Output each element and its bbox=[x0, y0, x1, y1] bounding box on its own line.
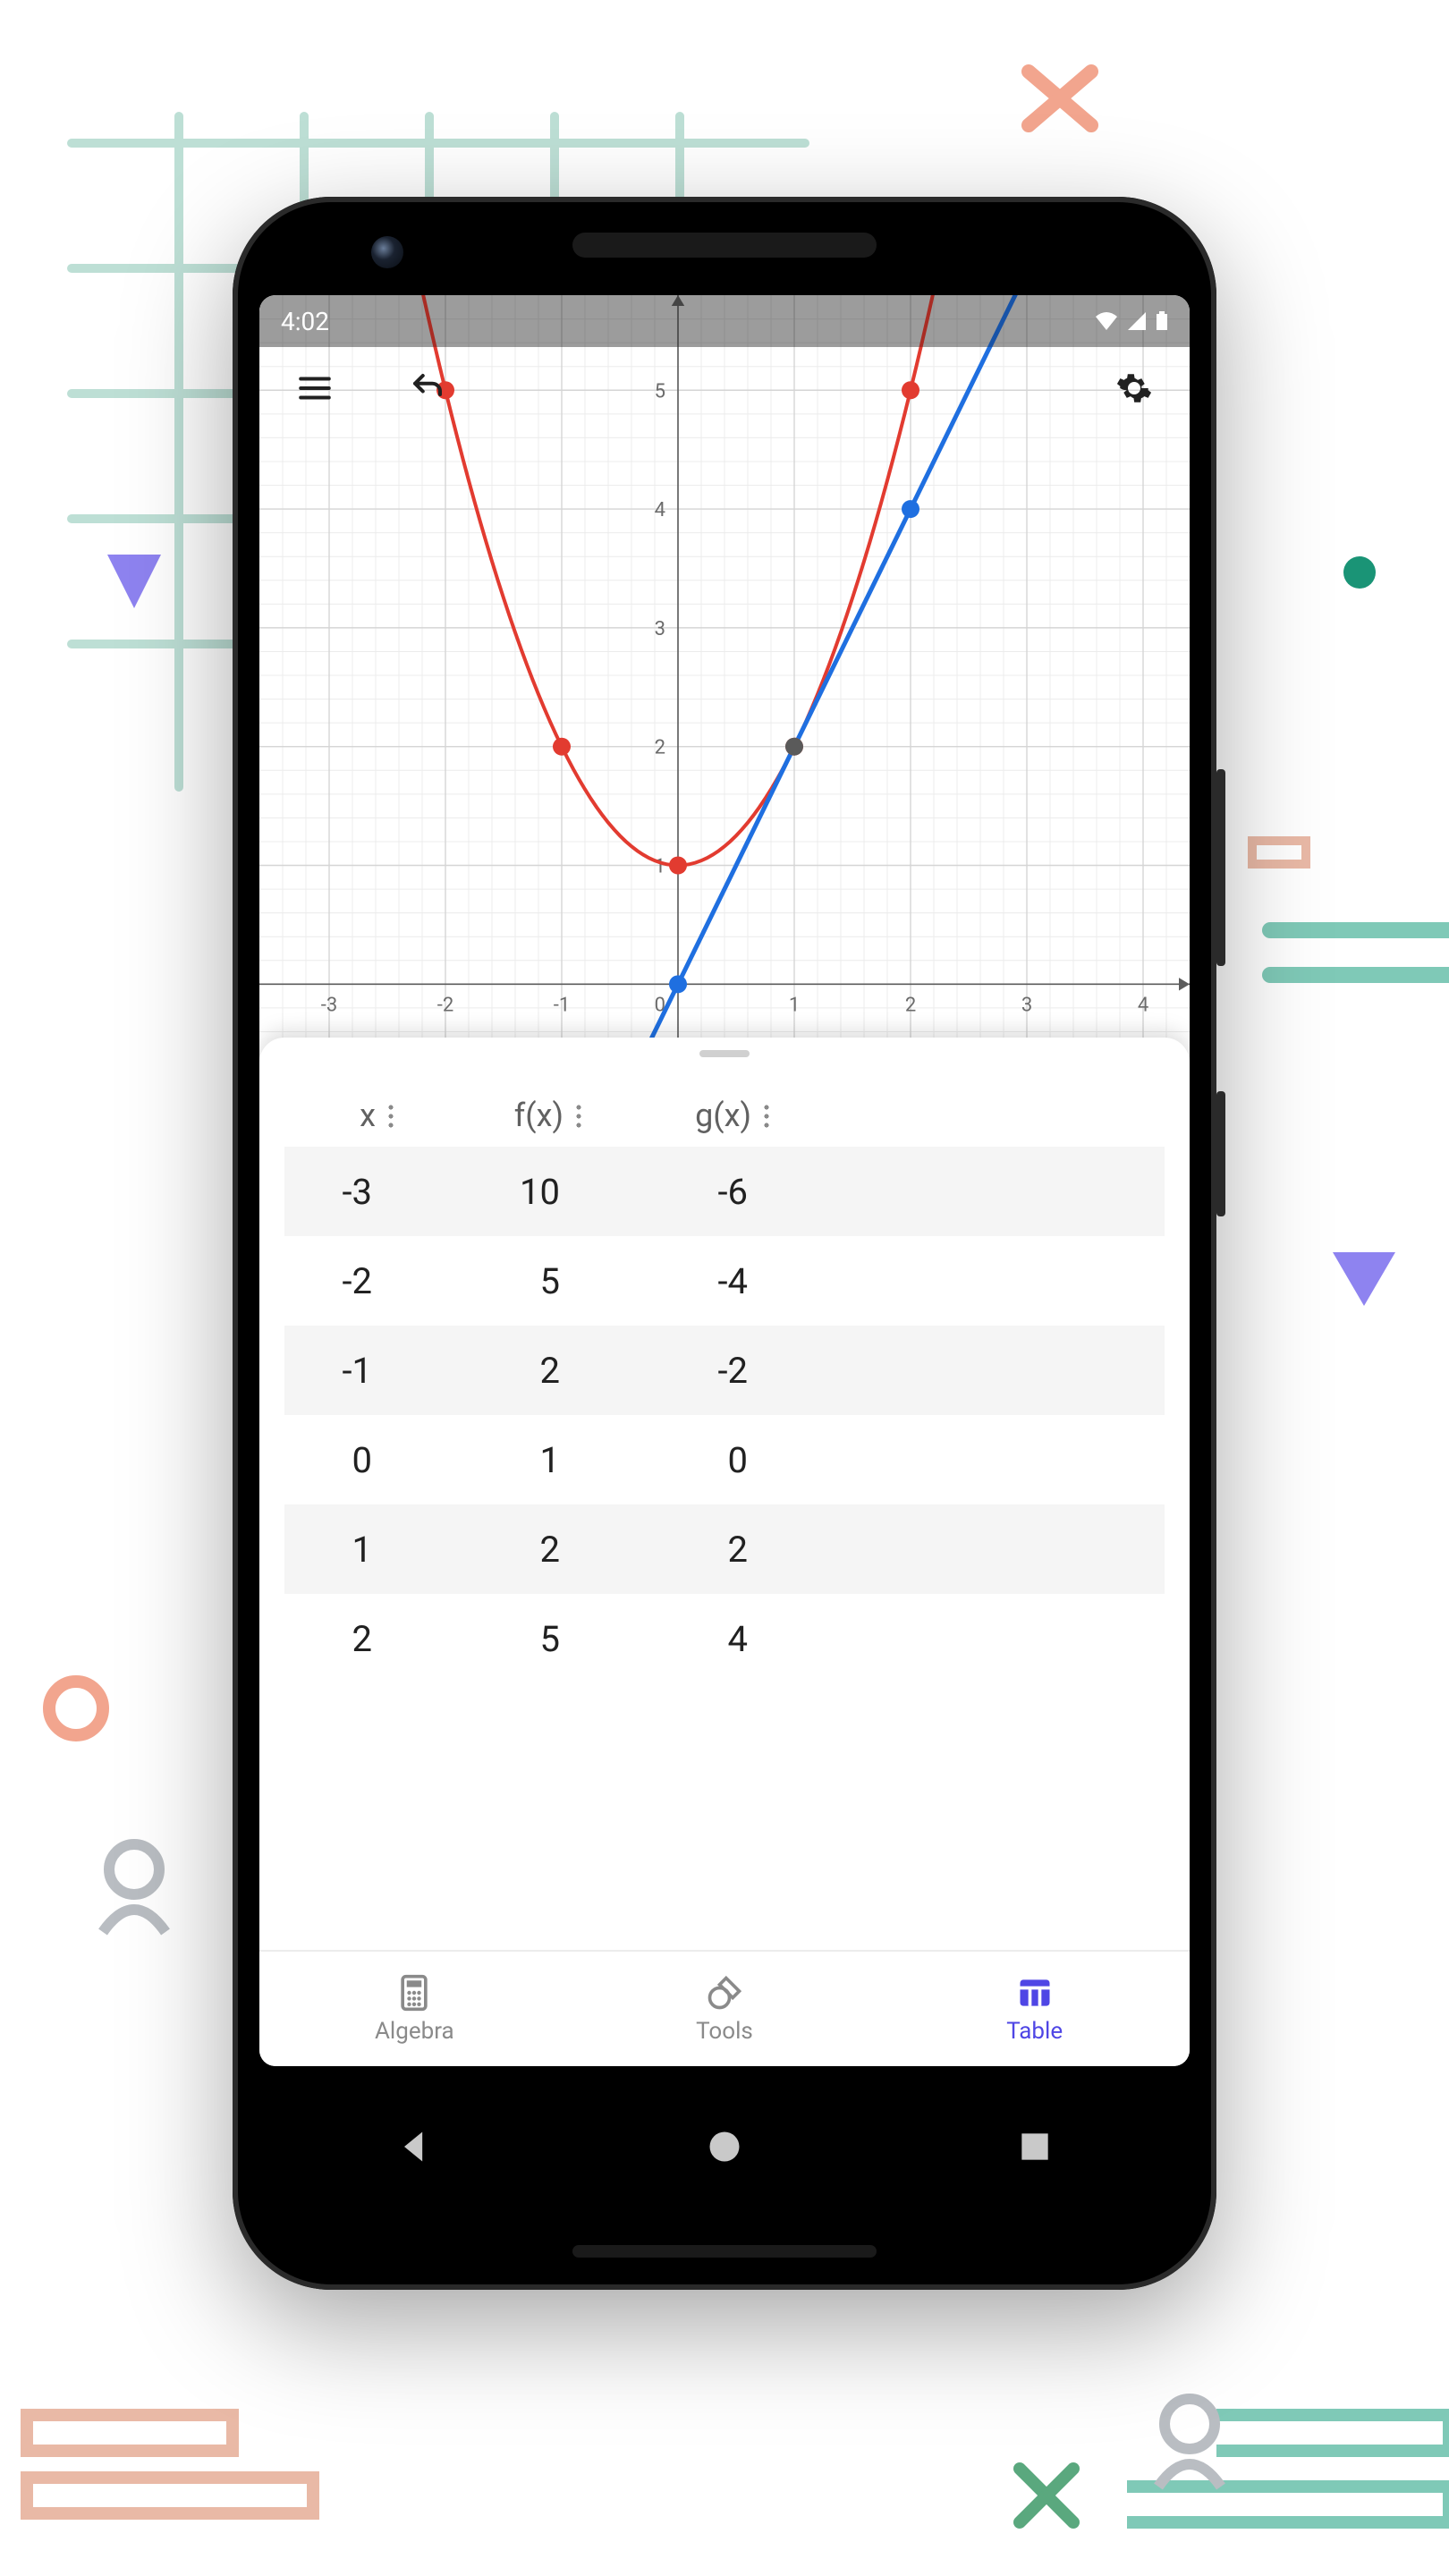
svg-text:5: 5 bbox=[655, 380, 665, 402]
column-label: g(x) bbox=[695, 1097, 751, 1134]
table-cell: -1 bbox=[284, 1350, 410, 1392]
table-row[interactable]: -25-4 bbox=[284, 1236, 1165, 1326]
svg-text:4: 4 bbox=[1138, 994, 1148, 1016]
tools-icon bbox=[705, 1973, 744, 2012]
table-cell: 5 bbox=[410, 1260, 597, 1302]
calculator-icon bbox=[394, 1973, 434, 2012]
table-cell: 10 bbox=[410, 1171, 597, 1213]
table-cell: 2 bbox=[410, 1529, 597, 1571]
settings-button[interactable] bbox=[1109, 363, 1159, 413]
nav-table[interactable]: Table bbox=[879, 1952, 1190, 2066]
svg-text:2: 2 bbox=[655, 737, 665, 759]
phone-bottom-speaker bbox=[572, 2245, 877, 2258]
table-row[interactable]: -310-6 bbox=[284, 1147, 1165, 1236]
status-bar: 4:02 bbox=[259, 295, 1190, 347]
svg-text:3: 3 bbox=[1021, 994, 1032, 1016]
column-menu-button[interactable] bbox=[576, 1103, 581, 1128]
phone-side-button bbox=[1216, 769, 1225, 966]
table-row[interactable]: 254 bbox=[284, 1594, 1165, 1683]
table-cell: -6 bbox=[597, 1171, 785, 1213]
svg-text:-2: -2 bbox=[437, 994, 453, 1016]
undo-icon bbox=[409, 369, 446, 407]
gear-icon bbox=[1115, 369, 1153, 407]
table-sheet: x f(x) g(x) -310-6-25-4-12-2010122254 bbox=[259, 1038, 1190, 1950]
phone-frame: 4:02 -3-2-11234123450 bbox=[233, 197, 1216, 2290]
screen: 4:02 -3-2-11234123450 bbox=[259, 295, 1190, 2066]
svg-text:-1: -1 bbox=[554, 994, 570, 1016]
table-cell: 1 bbox=[284, 1529, 410, 1571]
column-menu-button[interactable] bbox=[764, 1103, 769, 1128]
table-cell: 4 bbox=[597, 1618, 785, 1660]
nav-label: Algebra bbox=[375, 2018, 454, 2045]
menu-button[interactable] bbox=[290, 363, 340, 413]
table-cell: 2 bbox=[284, 1618, 410, 1660]
table-row[interactable]: 122 bbox=[284, 1504, 1165, 1594]
drag-handle[interactable] bbox=[699, 1050, 750, 1057]
svg-text:-3: -3 bbox=[321, 994, 337, 1016]
table-row[interactable]: 010 bbox=[284, 1415, 1165, 1504]
phone-speaker bbox=[572, 233, 877, 258]
recent-button[interactable] bbox=[1015, 2127, 1055, 2166]
column-label: x bbox=[360, 1097, 376, 1134]
table-cell: 2 bbox=[410, 1350, 597, 1392]
column-header-gx: g(x) bbox=[597, 1097, 785, 1134]
phone-side-button bbox=[1216, 1091, 1225, 1216]
nav-algebra[interactable]: Algebra bbox=[259, 1952, 570, 2066]
undo-button[interactable] bbox=[402, 363, 453, 413]
table-cell: 5 bbox=[410, 1618, 597, 1660]
table-cell: -3 bbox=[284, 1171, 410, 1213]
nav-label: Tools bbox=[696, 2018, 753, 2045]
graph-canvas: -3-2-11234123450 bbox=[259, 295, 1190, 1055]
table-cell: 2 bbox=[597, 1529, 785, 1571]
svg-text:1: 1 bbox=[789, 994, 800, 1016]
status-indicators bbox=[1095, 311, 1168, 331]
table-cell: -4 bbox=[597, 1260, 785, 1302]
battery-icon bbox=[1156, 311, 1168, 331]
phone-camera bbox=[371, 236, 403, 268]
table-cell: -2 bbox=[597, 1350, 785, 1392]
back-button[interactable] bbox=[394, 2127, 434, 2166]
table-cell: 0 bbox=[597, 1439, 785, 1481]
hamburger-icon bbox=[296, 369, 334, 407]
data-table: x f(x) g(x) -310-6-25-4-12-2010122254 bbox=[259, 1084, 1190, 1683]
status-time: 4:02 bbox=[281, 307, 329, 336]
column-header-x: x bbox=[284, 1097, 410, 1134]
svg-text:3: 3 bbox=[655, 618, 665, 640]
table-row[interactable]: -12-2 bbox=[284, 1326, 1165, 1415]
nav-tools[interactable]: Tools bbox=[570, 1952, 880, 2066]
table-header-row: x f(x) g(x) bbox=[284, 1084, 1165, 1147]
table-cell: 1 bbox=[410, 1439, 597, 1481]
table-icon bbox=[1015, 1973, 1055, 2012]
nav-label: Table bbox=[1006, 2018, 1063, 2045]
svg-text:2: 2 bbox=[905, 994, 916, 1016]
svg-text:1: 1 bbox=[655, 856, 665, 878]
svg-text:4: 4 bbox=[655, 499, 665, 521]
graph-area[interactable]: -3-2-11234123450 bbox=[259, 295, 1190, 1055]
table-cell: -2 bbox=[284, 1260, 410, 1302]
table-cell: 0 bbox=[284, 1439, 410, 1481]
wifi-icon bbox=[1095, 311, 1118, 331]
android-nav-bar bbox=[259, 2102, 1190, 2191]
bottom-nav: Algebra Tools Table bbox=[259, 1950, 1190, 2066]
home-button[interactable] bbox=[705, 2127, 744, 2166]
column-menu-button[interactable] bbox=[388, 1103, 394, 1128]
column-label: f(x) bbox=[514, 1097, 564, 1134]
signal-icon bbox=[1127, 311, 1147, 331]
column-header-fx: f(x) bbox=[410, 1097, 597, 1134]
